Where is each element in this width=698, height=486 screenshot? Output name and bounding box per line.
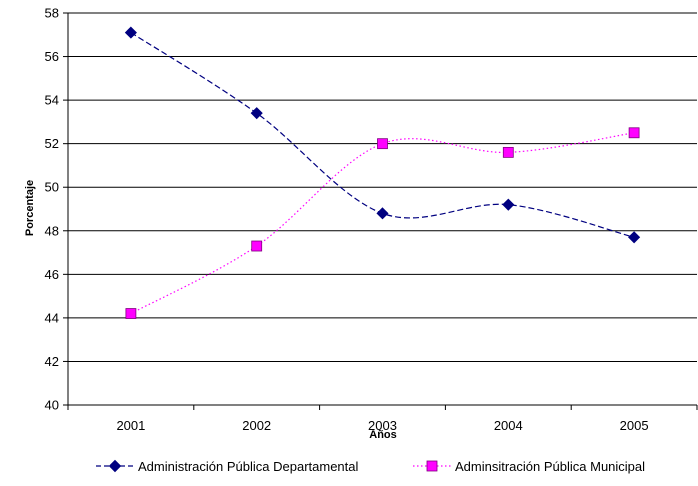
series-line-1 — [130, 132, 635, 315]
legend-label-departamental: Administración Pública Departamental — [138, 459, 358, 474]
y-tick-label: 42 — [45, 354, 59, 369]
data-point-municipal-2002 — [251, 240, 263, 252]
y-tick-label: 40 — [45, 398, 59, 413]
y-tick-label: 44 — [45, 310, 59, 325]
data-point-departamental-2003 — [376, 207, 389, 220]
x-tick-label: 2001 — [116, 418, 145, 433]
x-axis-title: Años — [369, 429, 397, 441]
axes — [63, 12, 698, 410]
legend-marker-departamental — [108, 459, 122, 473]
data-point-departamental-2005 — [628, 231, 641, 244]
legend-item-departamental: Administración Pública Departamental — [96, 459, 358, 474]
data-point-municipal-2003 — [377, 138, 388, 150]
series-markers — [124, 26, 641, 319]
data-point-municipal-2001 — [125, 308, 137, 319]
x-tick-label: 2005 — [620, 418, 649, 433]
legend: Administración Pública Departamental Adm… — [96, 459, 645, 474]
legend-item-municipal: Adminsitración Pública Municipal — [413, 459, 645, 474]
data-point-departamental-2001 — [124, 26, 137, 39]
y-tick-label: 52 — [45, 136, 59, 151]
y-tick-label: 56 — [45, 49, 59, 64]
y-tick-label: 46 — [45, 267, 59, 282]
x-tick-label: 2002 — [242, 418, 271, 433]
data-point-municipal-2004 — [502, 146, 514, 158]
data-point-departamental-2002 — [250, 107, 263, 120]
x-tick-label: 2004 — [494, 418, 523, 433]
data-point-departamental-2004 — [502, 198, 515, 211]
series-line-0 — [130, 32, 635, 238]
y-tick-label: 48 — [45, 223, 59, 238]
legend-label-municipal: Adminsitración Pública Municipal — [455, 459, 645, 474]
y-tick-label: 54 — [45, 93, 59, 108]
series-lines — [130, 32, 635, 315]
y-tick-label: 58 — [45, 6, 59, 21]
legend-marker-municipal — [426, 460, 438, 472]
gridlines — [68, 12, 697, 362]
tick-labels: 40 42 44 46 48 50 52 54 56 58 2001 2002 2003 2004 2005 — [45, 6, 649, 434]
y-tick-label: 50 — [45, 180, 59, 195]
data-point-municipal-2005 — [628, 127, 640, 139]
y-axis-title: Porcentaje — [24, 180, 36, 236]
x-tick-label: 2003 — [368, 418, 397, 433]
